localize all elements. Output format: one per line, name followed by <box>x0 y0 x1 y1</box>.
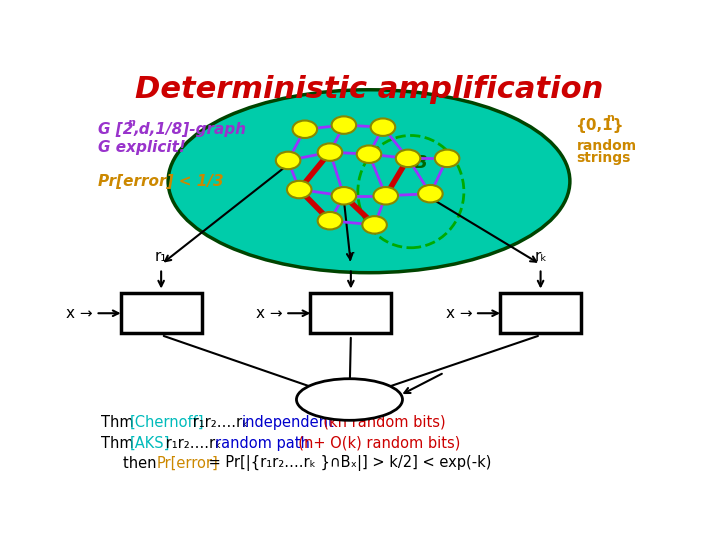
Text: Alg: Alg <box>145 304 178 322</box>
Text: [Chernoff]: [Chernoff] <box>130 415 204 430</box>
Text: r₁r₂….rₖ: r₁r₂….rₖ <box>188 415 257 430</box>
Text: then: then <box>124 456 166 471</box>
Text: {0,1}: {0,1} <box>575 118 624 133</box>
Text: r: r <box>348 249 354 265</box>
Ellipse shape <box>297 379 402 420</box>
Ellipse shape <box>332 187 356 205</box>
Text: r₁: r₁ <box>155 249 167 265</box>
Ellipse shape <box>374 187 398 205</box>
Text: independent: independent <box>242 415 335 430</box>
Ellipse shape <box>332 116 356 134</box>
Text: Majority: Majority <box>317 393 382 407</box>
Text: Thm: Thm <box>101 415 138 430</box>
Bar <box>121 294 202 333</box>
Ellipse shape <box>276 152 300 169</box>
Bar <box>500 294 581 333</box>
Text: (kn random bits): (kn random bits) <box>314 415 445 430</box>
Ellipse shape <box>356 145 382 163</box>
Text: Deterministic amplification: Deterministic amplification <box>135 75 603 104</box>
Text: x →: x → <box>256 306 282 321</box>
Text: x →: x → <box>446 306 472 321</box>
Bar <box>310 294 392 333</box>
Text: x →: x → <box>66 306 93 321</box>
Text: G explicit!: G explicit! <box>99 140 186 156</box>
Text: r₁r₂….rₖ: r₁r₂….rₖ <box>161 436 231 451</box>
Text: n: n <box>606 113 614 123</box>
Text: Thm: Thm <box>101 436 138 451</box>
Text: rₖ: rₖ <box>534 249 547 265</box>
Text: [AKS]: [AKS] <box>130 436 171 451</box>
Text: G [2: G [2 <box>99 122 134 137</box>
Ellipse shape <box>168 90 570 273</box>
Text: Pr[error] < 1/3: Pr[error] < 1/3 <box>99 174 224 188</box>
Ellipse shape <box>362 216 387 234</box>
Text: random path: random path <box>215 436 310 451</box>
Text: Alg: Alg <box>524 304 557 322</box>
Ellipse shape <box>371 118 395 136</box>
Text: Alg: Alg <box>334 304 367 322</box>
Text: = Pr[|{r₁r₂….rₖ }∩Bₓ|] > k/2] < exp(-k): = Pr[|{r₁r₂….rₖ }∩Bₓ|] > k/2] < exp(-k) <box>204 455 492 471</box>
Ellipse shape <box>318 144 342 161</box>
Text: random: random <box>577 139 636 153</box>
Text: (n+ O(k) random bits): (n+ O(k) random bits) <box>289 436 460 451</box>
Text: B: B <box>413 153 428 172</box>
Text: Pr[error]: Pr[error] <box>157 456 218 471</box>
Text: strings: strings <box>577 151 631 165</box>
Ellipse shape <box>292 120 317 138</box>
Ellipse shape <box>396 150 420 167</box>
Text: ,d,1/8]-graph: ,d,1/8]-graph <box>133 122 246 137</box>
Ellipse shape <box>418 185 443 202</box>
Ellipse shape <box>435 150 459 167</box>
Ellipse shape <box>287 181 312 198</box>
Ellipse shape <box>318 212 342 230</box>
Text: n: n <box>128 118 136 128</box>
